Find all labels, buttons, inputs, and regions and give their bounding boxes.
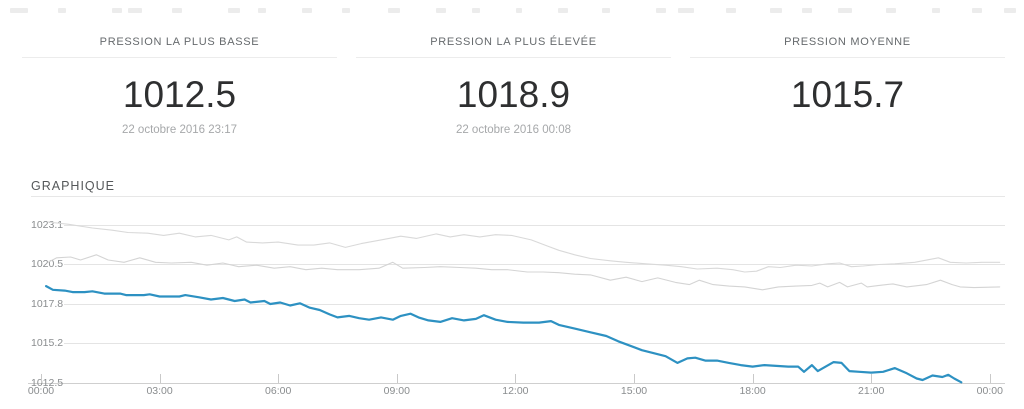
- stat-panel-highest-pressure: PRESSION LA PLUS ÉLEVÉE 1018.9 22 octobr…: [356, 36, 671, 137]
- x-axis-label: 00:00: [27, 385, 55, 397]
- x-axis-tick: [41, 374, 42, 383]
- stat-date: 22 octobre 2016 23:17: [121, 124, 238, 136]
- cropped-artifact: [172, 8, 182, 13]
- cropped-artifact: [436, 8, 446, 13]
- stat-panel-lowest-pressure: PRESSION LA PLUS BASSE 1012.5 22 octobre…: [22, 36, 337, 137]
- stat-label: PRESSION LA PLUS ÉLEVÉE: [356, 36, 671, 58]
- x-axis-label: 03:00: [146, 385, 173, 397]
- x-axis-label: 00:00: [976, 385, 1003, 397]
- cropped-artifact: [128, 8, 142, 13]
- section-divider: [31, 196, 1005, 197]
- x-axis-tick: [159, 374, 161, 383]
- x-axis-label: 18:00: [739, 385, 766, 397]
- x-axis-label: 09:00: [383, 385, 410, 397]
- stat-value: 1018.9: [456, 74, 571, 115]
- series-ligne-grise-inferieure: [47, 254, 1001, 291]
- cropped-artifact: [342, 8, 350, 13]
- x-axis-label: 12:00: [502, 385, 529, 397]
- cropped-artifact: [112, 8, 122, 13]
- series-pression-mesuree: [44, 285, 963, 384]
- x-axis-tick: [871, 374, 873, 383]
- cropped-artifact: [838, 8, 852, 13]
- stat-date: 22 octobre 2016 00:08: [455, 124, 572, 136]
- x-axis-tick: [634, 374, 635, 383]
- y-axis-label: 1023.1: [31, 218, 64, 231]
- cropped-artifact: [388, 8, 400, 13]
- y-axis-label: 1017.8: [31, 297, 64, 310]
- x-axis-label: 21:00: [858, 385, 885, 397]
- stat-panel-average-pressure: PRESSION MOYENNE 1015.7: [690, 36, 1005, 137]
- x-axis-tick: [752, 374, 754, 383]
- y-axis-label: 1015.2: [31, 336, 64, 349]
- cropped-artifact: [558, 8, 568, 13]
- y-axis-label: 1020.5: [31, 257, 64, 270]
- cropped-artifact: [516, 8, 522, 13]
- cropped-artifact: [770, 8, 782, 13]
- cropped-artifact: [678, 8, 694, 13]
- x-axis-tick: [396, 374, 398, 383]
- cropped-artifact: [58, 8, 66, 13]
- x-axis-label: 15:00: [620, 385, 648, 397]
- cropped-artifact: [228, 8, 240, 13]
- stat-value: 1012.5: [122, 74, 237, 115]
- cropped-artifact: [726, 8, 736, 13]
- y-gridline: [64, 303, 1005, 305]
- x-axis-line: [28, 383, 1005, 384]
- stat-label: PRESSION MOYENNE: [690, 36, 1005, 58]
- cropped-artifact: [602, 8, 610, 13]
- x-axis-tick: [515, 374, 517, 383]
- stat-label: PRESSION LA PLUS BASSE: [22, 36, 337, 58]
- y-gridline: [64, 224, 1005, 226]
- stats-row: PRESSION LA PLUS BASSE 1012.5 22 octobre…: [22, 36, 1005, 137]
- cropped-artifact: [1004, 8, 1016, 13]
- cropped-artifact: [10, 8, 28, 13]
- y-gridline: [64, 342, 1005, 344]
- cropped-artifact: [972, 8, 982, 13]
- cropped-artifact: [886, 8, 896, 13]
- cropped-artifact: [258, 8, 266, 13]
- cropped-artifact: [932, 8, 940, 13]
- cropped-artifact: [656, 8, 666, 13]
- y-gridline: [64, 263, 1005, 265]
- cropped-artifact: [472, 8, 480, 13]
- chart-section-title: GRAPHIQUE: [31, 179, 116, 193]
- x-axis-label: 06:00: [265, 385, 292, 397]
- cropped-artifact: [302, 8, 312, 13]
- cropped-artifact: [802, 8, 812, 13]
- x-axis-tick: [278, 374, 280, 383]
- x-axis-tick: [989, 374, 991, 383]
- stat-date: [690, 124, 1005, 137]
- stat-value: 1015.7: [790, 74, 905, 115]
